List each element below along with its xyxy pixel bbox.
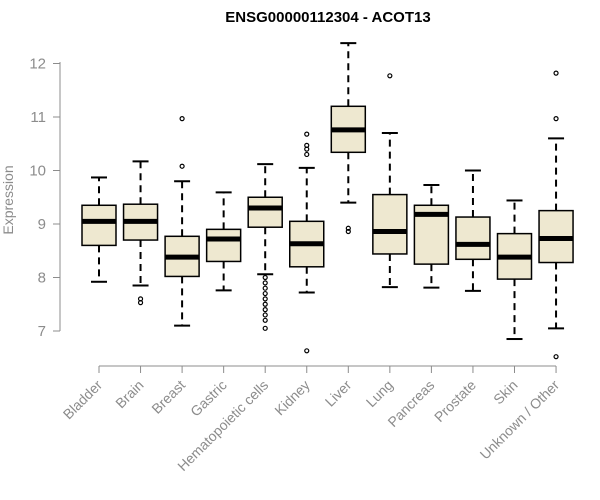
box-pancreas: [413, 183, 450, 289]
outlier-point: [262, 274, 268, 281]
y-axis-label: Expression: [0, 165, 16, 234]
boxes: [81, 42, 574, 360]
outlier-point: [262, 307, 268, 313]
outlier-point: [553, 70, 559, 76]
iqr-box: [205, 228, 242, 263]
outlier-point: [304, 131, 310, 137]
y-tick-label: 11: [30, 109, 46, 126]
x-tick-label: Liver: [322, 377, 355, 410]
outlier-point: [304, 348, 310, 354]
box-kidney: [289, 131, 325, 354]
iqr-box: [247, 196, 283, 228]
outlier-point: [262, 312, 268, 318]
box-brain: [122, 160, 159, 306]
outlier-point: [262, 296, 268, 302]
box-gastric: [205, 191, 242, 292]
box-lung: [372, 73, 408, 289]
y-ticks: 7 8 9 10 11 12: [29, 56, 60, 340]
x-tick-label: Skin: [490, 377, 521, 408]
outlier-point: [262, 325, 268, 331]
y-tick-label: 9: [38, 216, 46, 233]
y-tick-label: 12: [29, 56, 46, 73]
iqr-box: [81, 204, 117, 247]
outlier-point: [179, 116, 185, 122]
box-hematopoietic-cells: [247, 163, 283, 331]
y-tick-label: 8: [38, 270, 46, 287]
iqr-box: [372, 193, 408, 255]
outlier-point: [262, 317, 268, 323]
box-bladder: [81, 176, 117, 283]
x-tick-label: Unknown / Other: [477, 377, 563, 463]
x-tick-label: Prostate: [431, 377, 479, 425]
x-tick-label: Bladder: [60, 377, 106, 423]
box-prostate: [455, 169, 491, 292]
outlier-point: [304, 151, 310, 158]
outlier-point: [262, 285, 268, 291]
y-tick-label: 10: [29, 163, 46, 180]
outlier-point: [345, 225, 351, 231]
x-tick-label: Breast: [148, 377, 188, 417]
y-tick-label: 7: [38, 323, 46, 340]
iqr-box: [455, 216, 491, 261]
outlier-point: [387, 73, 393, 79]
outlier-point: [262, 290, 268, 297]
box-liver: [330, 42, 367, 235]
outlier-point: [137, 300, 144, 306]
x-tick-label: Lung: [363, 377, 396, 410]
outlier-point: [262, 280, 268, 286]
outlier-point: [304, 142, 310, 148]
box-skin: [496, 199, 533, 341]
x-tick-label: Brain: [112, 377, 146, 411]
outlier-point: [345, 228, 351, 235]
outlier-point: [553, 354, 559, 360]
outlier-point: [262, 301, 268, 307]
box-unknown-other: [538, 70, 574, 360]
outlier-point: [179, 163, 185, 169]
box-breast: [164, 116, 200, 327]
outlier-point: [553, 116, 559, 122]
x-tick-label: Kidney: [271, 377, 313, 419]
chart-title: ENSG00000112304 - ACOT13: [225, 9, 430, 26]
